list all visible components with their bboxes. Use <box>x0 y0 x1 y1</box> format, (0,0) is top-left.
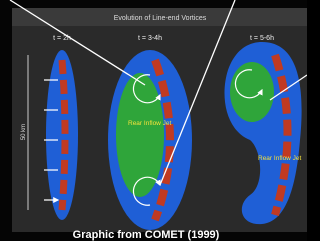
vortex-stage-2: Rear Inflow Jet <box>108 50 192 230</box>
caption: Graphic from COMET (1999) <box>73 229 220 241</box>
header-title: Evolution of Line-end Vortices <box>114 15 207 22</box>
diagram: Evolution of Line-end Vortices t = 2h t … <box>0 0 307 241</box>
annotation: Rear Inflow Jet <box>258 155 302 162</box>
panel-label: t = 5-6h <box>250 35 274 42</box>
scale-label: 50 km <box>21 124 27 140</box>
panel-label: t = 3-4h <box>138 35 162 42</box>
annotation: Rear Inflow Jet <box>128 120 172 127</box>
